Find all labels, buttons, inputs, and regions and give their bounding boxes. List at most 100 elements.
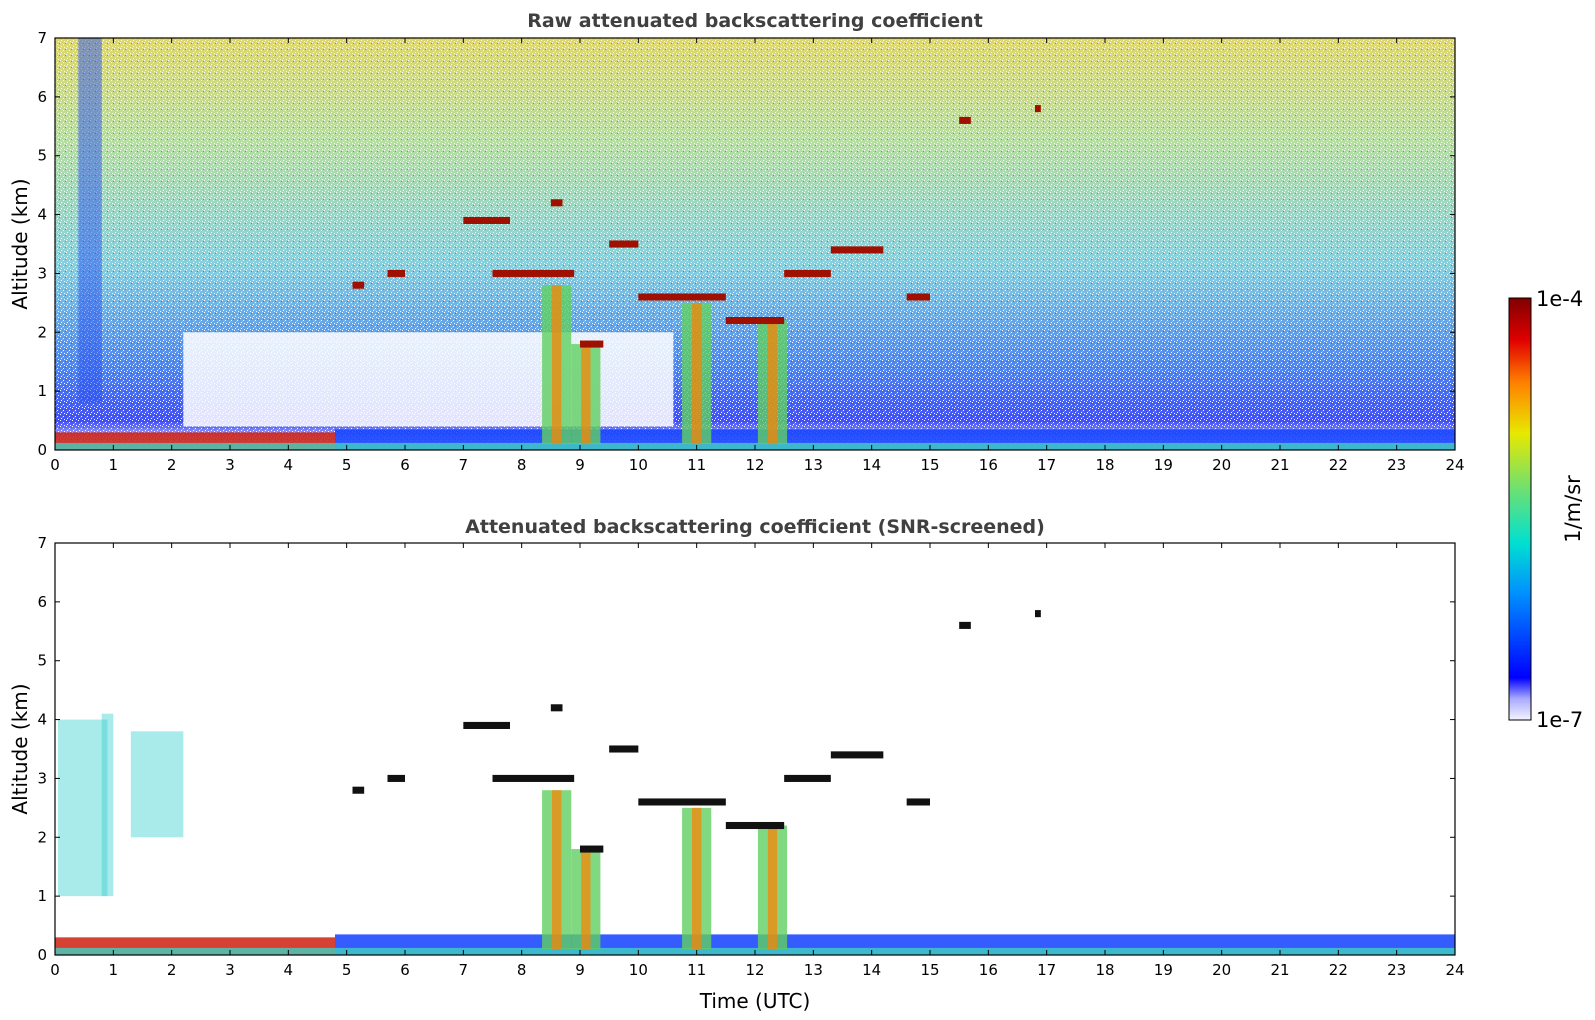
cloud-layer <box>352 281 365 289</box>
cloud-layer <box>550 199 563 207</box>
raw-backscatter-panel: Raw attenuated backscattering coefficien… <box>8 10 1465 474</box>
cloud-layer <box>784 269 831 277</box>
xtick-label-bottom: 14 <box>862 961 881 979</box>
cloud-layer <box>580 340 604 348</box>
xtick-label-bottom: 23 <box>1387 961 1406 979</box>
xtick-label-top: 20 <box>1212 456 1231 474</box>
xtick-label-bottom: 20 <box>1212 961 1231 979</box>
xtick-label-bottom: 7 <box>459 961 469 979</box>
cloud-layer <box>830 751 884 759</box>
xtick-label-top: 18 <box>1095 456 1114 474</box>
ytick-label-bottom: 5 <box>37 652 47 670</box>
cloud-layer <box>638 798 726 806</box>
cloud-layer <box>906 293 930 301</box>
xtick-label-top: 8 <box>517 456 527 474</box>
precipitation-core <box>581 344 591 445</box>
precipitation-core <box>552 790 562 950</box>
ytick-label-bottom: 6 <box>37 593 47 611</box>
cloud-layer <box>492 269 575 277</box>
ytick-label-top: 4 <box>37 206 47 224</box>
xtick-label-top: 17 <box>1037 456 1056 474</box>
precipitation-core <box>767 320 778 445</box>
precipitation-core <box>692 302 702 445</box>
screened-aerosol-column <box>101 713 114 897</box>
ytick-label-top: 3 <box>37 264 47 282</box>
xtick-label-bottom: 4 <box>284 961 294 979</box>
ytick-label-top: 6 <box>37 88 47 106</box>
screened-heatmap <box>55 543 1455 955</box>
xtick-label-top: 12 <box>745 456 764 474</box>
xtick-label-bottom: 18 <box>1095 961 1114 979</box>
xtick-label-bottom: 21 <box>1270 961 1289 979</box>
xtick-label-top: 1 <box>109 456 119 474</box>
ytick-label-top: 7 <box>37 29 47 47</box>
xtick-label-bottom: 24 <box>1445 961 1464 979</box>
xtick-label-bottom: 3 <box>225 961 235 979</box>
xtick-label-top: 22 <box>1329 456 1348 474</box>
cloud-layer <box>387 269 405 277</box>
xtick-label-top: 10 <box>629 456 648 474</box>
xtick-label-bottom: 0 <box>50 961 60 979</box>
xtick-label-top: 19 <box>1154 456 1173 474</box>
cloud-layer <box>725 821 785 830</box>
noise-column <box>78 38 102 403</box>
cloud-layer <box>609 745 639 753</box>
colorbar-max-label: 1e-4 <box>1536 287 1583 311</box>
ylabel-top: Altitude (km) <box>8 178 32 309</box>
xtick-label-top: 23 <box>1387 456 1406 474</box>
cloud-layer <box>830 246 884 254</box>
cloud-layer <box>463 721 510 729</box>
xtick-label-bottom: 13 <box>804 961 823 979</box>
xtick-label-bottom: 5 <box>342 961 352 979</box>
xtick-label-bottom: 6 <box>400 961 410 979</box>
xtick-label-bottom: 22 <box>1329 961 1348 979</box>
cloud-layer <box>725 316 785 325</box>
panel-title-raw: Raw attenuated backscattering coefficien… <box>527 10 983 32</box>
ytick-label-top: 0 <box>37 441 47 459</box>
ytick-label-bottom: 3 <box>37 769 47 787</box>
cloud-layer <box>1035 105 1041 113</box>
cloud-layer <box>1035 610 1041 618</box>
xtick-label-top: 13 <box>804 456 823 474</box>
cloud-layer <box>550 704 563 712</box>
cloud-layer <box>959 116 971 124</box>
xtick-label-bottom: 12 <box>745 961 764 979</box>
heatmap-background <box>55 543 1455 955</box>
xtick-label-bottom: 1 <box>109 961 119 979</box>
screened-backscatter-panel: Attenuated backscattering coefficient (S… <box>8 516 1465 1013</box>
ylabel-bottom: Altitude (km) <box>8 683 32 814</box>
xtick-label-top: 7 <box>459 456 469 474</box>
xtick-label-top: 5 <box>342 456 352 474</box>
xtick-label-top: 9 <box>575 456 585 474</box>
precipitation-core <box>552 285 562 445</box>
colorbar-min-label: 1e-7 <box>1536 708 1583 732</box>
screened-aerosol-column <box>130 731 184 838</box>
ytick-label-bottom: 2 <box>37 828 47 846</box>
cloud-layer <box>906 798 930 806</box>
xtick-label-bottom: 2 <box>167 961 177 979</box>
xtick-label-top: 2 <box>167 456 177 474</box>
colorbar-gradient <box>1508 297 1532 721</box>
ytick-label-top: 5 <box>37 147 47 165</box>
cloud-layer <box>784 774 831 782</box>
xtick-label-top: 6 <box>400 456 410 474</box>
cloud-layer <box>959 621 971 629</box>
xtick-label-bottom: 16 <box>979 961 998 979</box>
cloud-layer <box>609 240 639 248</box>
ytick-label-bottom: 0 <box>37 946 47 964</box>
xtick-label-top: 3 <box>225 456 235 474</box>
precipitation-core <box>692 807 702 950</box>
cloud-layer <box>352 786 365 794</box>
xtick-label-bottom: 9 <box>575 961 585 979</box>
precipitation-core <box>581 849 591 950</box>
colorbar: 1e-4 1e-7 1/m/sr <box>1508 287 1585 732</box>
xtick-label-top: 4 <box>284 456 294 474</box>
screened-aerosol-column <box>57 719 108 897</box>
xtick-label-top: 0 <box>50 456 60 474</box>
xtick-label-top: 24 <box>1445 456 1464 474</box>
raw-heatmap <box>55 38 1455 450</box>
xtick-label-top: 15 <box>920 456 939 474</box>
xtick-label-bottom: 15 <box>920 961 939 979</box>
xtick-label-bottom: 19 <box>1154 961 1173 979</box>
